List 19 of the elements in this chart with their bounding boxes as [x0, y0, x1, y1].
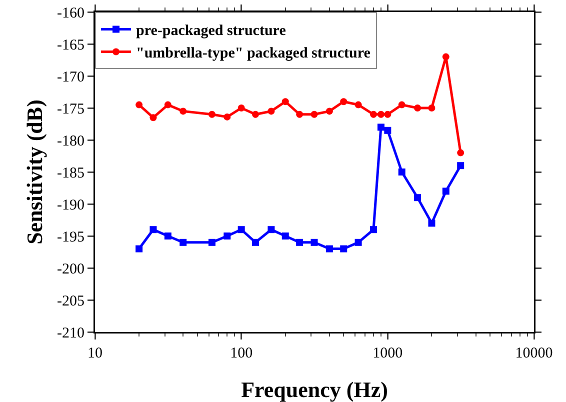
y-tick-label: -205: [57, 293, 84, 310]
y-tick-label: -180: [57, 133, 84, 150]
legend-label: pre-packaged structure: [136, 23, 286, 40]
y-tick-label: -210: [57, 325, 84, 342]
y-tick-label: -175: [57, 101, 84, 118]
y-tick-label: -190: [57, 197, 84, 214]
x-tick-label: 10000: [515, 346, 553, 362]
x-tick-label: 100: [230, 346, 253, 362]
x-tick-label: 1000: [372, 346, 403, 362]
x-tick-label: 10: [88, 346, 102, 362]
y-tick-label: -185: [57, 165, 84, 182]
y-tick-label: -160: [57, 5, 84, 22]
x-axis-title: Frequency (Hz): [241, 377, 388, 402]
y-tick-label: -165: [57, 37, 84, 54]
y-axis-title: Sensitivity (dB): [22, 100, 48, 244]
y-tick-label: -200: [57, 261, 84, 278]
y-tick-label: -195: [57, 229, 84, 246]
y-tick-label: -170: [57, 69, 84, 86]
legend-label: "umbrella-type" packaged structure: [136, 46, 371, 62]
